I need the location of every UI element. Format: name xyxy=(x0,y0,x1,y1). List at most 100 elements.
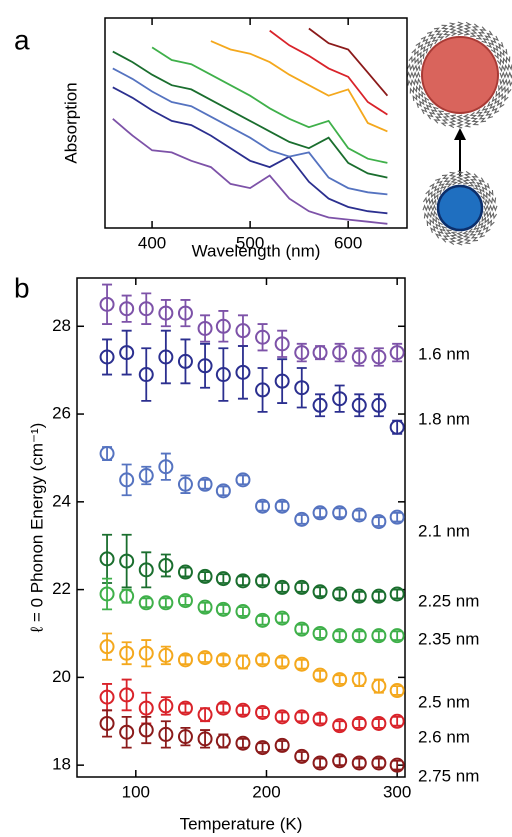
data-point xyxy=(197,599,213,615)
data-point xyxy=(312,625,328,641)
data-point xyxy=(138,562,154,578)
error-bar xyxy=(257,323,268,352)
error-bar xyxy=(200,342,211,389)
data-point xyxy=(215,700,231,716)
ligand xyxy=(434,225,447,239)
data-point xyxy=(294,345,310,361)
ligand xyxy=(480,189,494,201)
y-tick-label: 22 xyxy=(52,579,71,598)
error-bar xyxy=(392,511,403,523)
data-point xyxy=(371,349,387,365)
data-point xyxy=(351,507,367,523)
error-bar xyxy=(160,597,171,609)
panel-label: a xyxy=(14,24,30,55)
series-label: 2.1 nm xyxy=(418,521,470,540)
ligand xyxy=(473,177,486,191)
ligand xyxy=(477,221,491,234)
data-point xyxy=(215,652,231,668)
ligand xyxy=(462,170,472,185)
x-tick-label: 500 xyxy=(236,233,264,252)
data-point xyxy=(235,604,251,620)
data-point xyxy=(371,678,387,694)
data-point xyxy=(197,731,213,747)
y-tick-label: 26 xyxy=(52,404,71,423)
ligand xyxy=(469,23,480,37)
error-bar xyxy=(277,500,288,512)
error-bar xyxy=(257,707,268,718)
error-bar xyxy=(296,711,307,723)
spectrum-line xyxy=(112,118,388,225)
data-point xyxy=(351,672,367,688)
error-bar xyxy=(257,615,268,626)
error-bar xyxy=(160,299,171,328)
data-point xyxy=(158,726,174,742)
error-bar xyxy=(218,310,229,343)
ligand xyxy=(425,189,439,200)
ligand xyxy=(498,63,512,73)
ligand xyxy=(469,111,480,126)
data-point xyxy=(177,652,193,668)
ligand xyxy=(426,106,439,120)
data-point xyxy=(119,588,135,604)
error-bar xyxy=(277,740,288,751)
ligand xyxy=(468,173,479,187)
error-bar xyxy=(180,702,191,714)
data-point xyxy=(255,382,271,398)
ligand xyxy=(473,225,485,238)
data-point xyxy=(332,391,348,407)
error-bar xyxy=(373,590,384,602)
data-point xyxy=(255,612,271,628)
error-bar xyxy=(218,604,229,615)
data-point xyxy=(197,358,213,374)
data-point xyxy=(99,296,115,312)
ligand xyxy=(433,110,444,124)
ligand xyxy=(486,101,500,115)
error-bar xyxy=(237,606,248,617)
ligand xyxy=(448,171,458,186)
data-point xyxy=(99,586,115,602)
ligand xyxy=(499,71,512,79)
ligand xyxy=(412,90,426,102)
series-label: 2.75 nm xyxy=(418,766,479,785)
spectrum-line xyxy=(112,50,388,179)
ligand xyxy=(456,21,464,36)
error-bar xyxy=(334,720,345,731)
error-bar xyxy=(200,478,211,490)
data-point xyxy=(255,652,271,668)
data-point xyxy=(119,345,135,361)
error-bar xyxy=(160,720,171,749)
data-point xyxy=(332,628,348,644)
error-bar xyxy=(296,514,307,525)
error-bar xyxy=(102,338,113,376)
data-point xyxy=(138,722,154,738)
data-point xyxy=(215,367,231,383)
ligand xyxy=(415,41,429,54)
ligand xyxy=(440,113,451,127)
data-point xyxy=(215,733,231,749)
error-bar xyxy=(373,718,384,729)
ligand xyxy=(420,35,434,49)
ligand xyxy=(448,231,458,246)
large-particle xyxy=(421,36,499,114)
data-point xyxy=(255,498,271,514)
data-point xyxy=(138,467,154,483)
ligand xyxy=(406,63,421,72)
data-point xyxy=(389,757,405,773)
error-bar xyxy=(296,658,307,670)
error-bar xyxy=(277,711,288,723)
data-point xyxy=(197,476,213,492)
ligand xyxy=(429,182,443,195)
data-point xyxy=(312,505,328,521)
data-point xyxy=(177,593,193,609)
data-point xyxy=(351,588,367,604)
data-point xyxy=(389,683,405,699)
data-point xyxy=(215,571,231,587)
data-point xyxy=(138,645,154,661)
series-label: 1.8 nm xyxy=(418,409,470,428)
y-tick-label: 20 xyxy=(52,667,71,686)
data-point xyxy=(332,753,348,769)
ligand xyxy=(483,210,498,220)
data-point xyxy=(99,715,115,731)
x-axis-label: Temperature (K) xyxy=(180,814,303,833)
